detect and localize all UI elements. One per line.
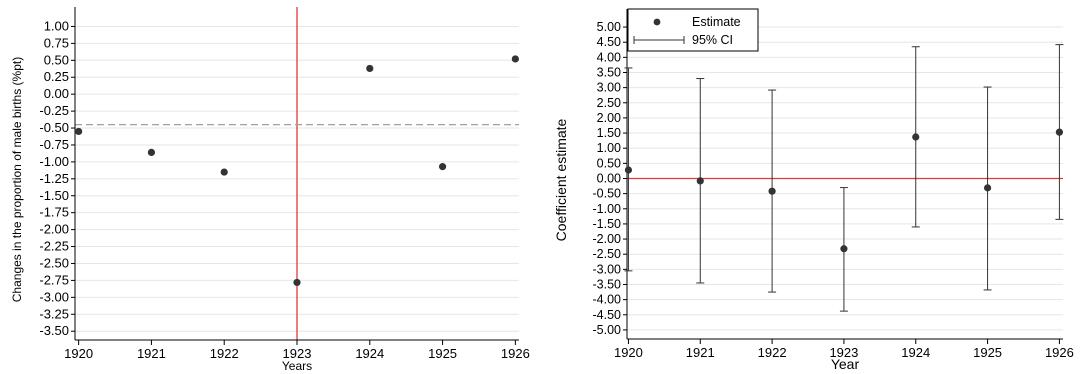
left-chart-panel: 1.00 0.75 0.50 0.25 0.00 -0.25 -0.50 -0.75 -1.00…	[10, 7, 530, 373]
y-tick-label: 2.00	[597, 111, 621, 125]
y-tick-label: -1.00	[39, 154, 69, 169]
y-tick-label: 0.75	[44, 35, 69, 50]
data-point	[912, 133, 920, 141]
y-tick-label: -1.50	[39, 188, 69, 203]
data-point	[293, 278, 301, 287]
legend-label-ci: 95% CI	[692, 33, 733, 47]
data-point	[768, 187, 776, 195]
x-axis-title: Year	[831, 356, 860, 372]
data-point	[438, 163, 447, 171]
y-tick-label: 0.25	[44, 69, 69, 84]
y-tick-label: -2.75	[39, 272, 69, 287]
data-point	[696, 177, 704, 185]
y-tick-label: -0.50	[39, 120, 69, 135]
data-point	[75, 127, 83, 136]
y-tick-label: -0.50	[593, 187, 622, 201]
x-tick-label: 1920	[614, 345, 643, 360]
y-tick-label: 0.50	[597, 156, 621, 170]
y-tick-label: -5.00	[593, 323, 622, 337]
y-tick-label: 4.50	[597, 35, 621, 49]
x-axis-title: Years	[282, 359, 312, 373]
y-tick-label: -3.00	[593, 262, 622, 276]
data-point	[147, 148, 156, 157]
right-chart-panel: 5.004.504.003.50 3.002.502.001.501.000.50…	[553, 8, 1074, 372]
y-tick-label: -3.25	[39, 306, 69, 321]
data-point	[511, 55, 519, 63]
y-axis-title: Changes in the proportion of male births…	[10, 57, 24, 302]
y-tick-label: 4.00	[597, 50, 621, 64]
x-tick-label: 1922	[758, 345, 787, 360]
y-tick-label: 3.00	[597, 81, 621, 95]
y-tick-label: -3.00	[39, 289, 69, 304]
legend-label-estimate: Estimate	[692, 15, 741, 29]
y-tick-label: -1.50	[593, 217, 622, 231]
y-tick-label: 0.00	[44, 86, 69, 101]
x-tick-label: 1924	[355, 346, 384, 361]
data-point	[366, 64, 374, 73]
x-tick-label: 1922	[210, 346, 239, 361]
y-tick-label: -2.00	[39, 222, 69, 237]
y-tick-label: -1.25	[39, 171, 69, 186]
data-point	[983, 184, 992, 192]
y-axis-title: Coefficient estimate	[553, 118, 569, 241]
y-tick-label: -1.00	[593, 202, 622, 216]
x-tick-label: 1924	[901, 345, 930, 360]
y-tick-label: 2.50	[597, 96, 621, 110]
y-tick-label: -2.50	[593, 247, 622, 261]
y-tick-label: 1.00	[44, 18, 69, 33]
x-tick-label: 1923	[829, 345, 858, 360]
y-tick-label: 1.50	[597, 126, 621, 140]
y-tick-label: 5.00	[597, 20, 621, 34]
x-tick-label: 1925	[973, 345, 1002, 360]
legend-marker-estimate	[653, 18, 661, 26]
data-point	[624, 166, 633, 174]
y-tick-label: -0.75	[39, 137, 69, 152]
y-tick-label: -2.50	[39, 255, 69, 270]
x-tick-label: 1926	[1045, 345, 1074, 360]
x-tick-label: 1921	[686, 345, 715, 360]
x-tick-label: 1923	[283, 346, 312, 361]
y-tick-label: -0.25	[39, 103, 69, 118]
y-tick-label: -3.50	[593, 277, 622, 291]
x-tick-label: 1926	[501, 346, 530, 361]
y-tick-label: -4.50	[593, 308, 622, 322]
y-tick-label: -2.25	[39, 239, 69, 254]
data-point	[220, 168, 228, 176]
y-tick-label: 0.00	[597, 171, 621, 185]
y-tick-label: -3.50	[39, 323, 69, 338]
x-tick-label: 1921	[137, 346, 166, 361]
y-tick-label: 0.50	[44, 52, 69, 67]
data-point	[840, 245, 848, 253]
y-tick-label: -1.75	[39, 205, 69, 220]
y-tick-label: 1.00	[597, 141, 621, 155]
y-tick-label: -4.00	[593, 293, 622, 307]
y-tick-label: -2.00	[593, 232, 622, 246]
x-tick-label: 1925	[428, 346, 457, 361]
x-tick-label: 1920	[64, 346, 93, 361]
data-point	[1055, 128, 1064, 136]
legend-box	[627, 8, 759, 52]
y-tick-label: 3.50	[597, 65, 621, 79]
